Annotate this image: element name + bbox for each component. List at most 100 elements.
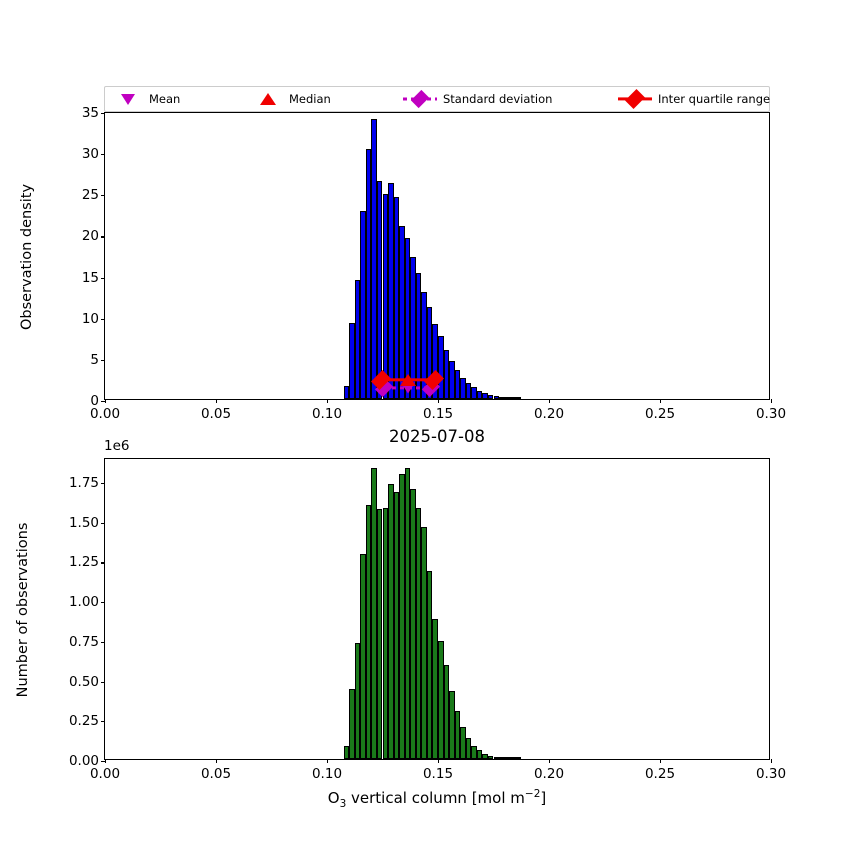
histogram-bar [421,526,427,759]
histogram-bar [482,753,488,759]
histogram-bar [371,119,377,399]
x-tick-label: 0.15 [422,766,454,782]
triangle-down-icon [113,89,143,109]
legend-label-mean: Mean [149,92,181,106]
y-tick-mark [101,641,105,643]
diamond-solid-icon [618,89,652,109]
histogram-bar [493,757,500,759]
y-tick-label: 25 [81,187,99,204]
median-marker [400,374,417,387]
histogram-bar [404,237,411,399]
mean-marker [400,382,415,394]
x-tick-mark [549,399,551,403]
histogram-bar [421,292,427,399]
histogram-bar [393,196,400,399]
histogram-bar [399,226,405,399]
histogram-bar [476,390,483,399]
histogram-bar [510,397,516,399]
histogram-bar [510,757,516,759]
legend-entry-iqr: Inter quartile range [610,87,774,111]
y-tick-label: 20 [81,228,99,245]
histogram-bar [487,394,494,399]
histogram-bar [415,507,422,759]
y-tick-label: 0.50 [68,673,99,690]
legend-entry-mean: Mean [105,87,245,111]
legend: Mean Median Standard deviation Inter qua… [104,86,770,112]
x-tick-label: 0.10 [311,766,343,782]
top-histogram-bars [105,113,769,399]
y-tick-label: 0.25 [68,713,99,730]
histogram-bar [465,738,472,759]
histogram-bar [388,183,394,399]
legend-label-std: Standard deviation [443,92,553,106]
histogram-bar [443,665,450,759]
legend-label-median: Median [289,92,331,106]
histogram-bar [365,504,372,759]
histogram-bar [365,148,372,399]
histogram-bar [460,377,466,399]
x-tick-mark [438,399,440,403]
histogram-bar [410,488,416,759]
y-tick-mark [101,195,105,197]
x-axis-label: O3 vertical column [mol m−2] [104,788,770,810]
triangle-up-icon [253,89,283,109]
y-tick-mark [101,236,105,238]
y-tick-mark [101,681,105,683]
x-tick-mark [327,759,329,763]
x-tick-label: 0.00 [89,766,121,782]
x-tick-label: 0.00 [89,406,121,422]
histogram-bar [371,468,377,759]
y-tick-label: 5 [90,351,99,368]
histogram-bar [515,757,522,759]
histogram-bar [415,273,422,399]
histogram-bar [432,324,438,399]
histogram-bar [399,474,405,759]
histogram-bar [449,690,455,759]
y-tick-mark [101,401,105,403]
x-tick-mark [105,399,107,403]
y-tick-mark [101,562,105,564]
x-tick-mark [216,759,218,763]
histogram-bar [438,641,444,759]
x-tick-label: 0.10 [311,406,343,422]
bottom-y-axis-label: Number of observations [15,522,31,698]
histogram-bar [471,745,477,759]
y-tick-mark [101,154,105,156]
histogram-bar [471,387,477,399]
x-tick-label: 0.05 [200,406,232,422]
x-tick-label: 0.25 [644,766,676,782]
histogram-bar [515,397,522,399]
histogram-bar [426,306,433,399]
x-tick-label: 0.25 [644,406,676,422]
x-tick-mark [216,399,218,403]
x-tick-mark [105,759,107,763]
legend-label-iqr: Inter quartile range [658,92,771,106]
histogram-bar [360,553,366,759]
y-tick-mark [101,113,105,115]
x-tick-mark [660,759,662,763]
histogram-bar [499,757,505,759]
x-tick-label: 0.30 [755,766,787,782]
histogram-bar [404,468,411,759]
histogram-bar [449,361,455,399]
y-tick-label: 30 [81,146,99,163]
histogram-bar [438,335,444,399]
y-tick-mark [101,318,105,320]
bottom-y-offset-text: 1e6 [104,438,130,454]
x-tick-mark [327,399,329,403]
y-tick-label: 0.00 [68,753,99,769]
histogram-bar [376,180,383,399]
histogram-bar [360,211,366,399]
histogram-bar [349,689,355,759]
bottom-subplot-axes: Number of observations 0.00 0.25 0.50 0.75 1… [15,458,786,782]
x-tick-label: 0.05 [200,766,232,782]
histogram-bar [443,349,450,399]
histogram-bar [432,619,438,759]
x-tick-mark [771,759,773,763]
histogram-bar [343,385,350,399]
histogram-bar [354,642,361,759]
y-tick-label: 15 [81,269,99,286]
y-tick-label: 35 [81,105,99,121]
y-tick-mark [101,359,105,362]
